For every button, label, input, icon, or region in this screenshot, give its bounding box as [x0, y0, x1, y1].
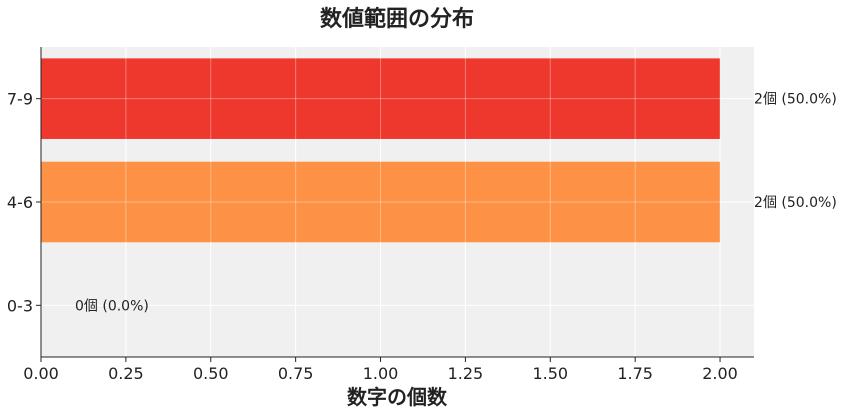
x-tick-label-8: 2.00: [702, 364, 738, 383]
data-label-0-3: 0個 (0.0%): [75, 298, 149, 314]
chart-title: 数値範囲の分布: [320, 6, 474, 32]
data-label-7-9: 2個 (50.0%): [754, 92, 837, 108]
x-axis-label: 数字の個数: [347, 385, 448, 409]
x-tick-label-4: 1.00: [363, 364, 399, 383]
x-tick-label-3: 0.75: [278, 364, 314, 383]
y-tick-label-2: 7-9: [7, 90, 33, 109]
y-tick-label-0: 0-3: [7, 296, 33, 315]
x-tick-label-7: 1.75: [617, 364, 653, 383]
x-axis-ticks: 0.00 0.25 0.50 0.75 1.00 1.25 1.50 1.75 2.00: [23, 357, 738, 383]
y-axis-ticks: 0-3 4-6 7-9: [7, 90, 41, 315]
bar-7-9: [41, 58, 721, 139]
data-labels: 0個 (0.0%) 2個 (50.0%) 2個 (50.0%): [75, 92, 837, 315]
bars: [40, 47, 754, 357]
bar-4-6: [41, 161, 721, 243]
x-tick-label-6: 1.50: [532, 364, 568, 383]
x-tick-label-1: 0.25: [108, 364, 144, 383]
data-label-4-6: 2個 (50.0%): [754, 195, 837, 211]
x-tick-label-0: 0.00: [23, 364, 59, 383]
y-tick-label-1: 4-6: [7, 193, 33, 212]
x-tick-label-2: 0.50: [193, 364, 229, 383]
x-tick-label-5: 1.25: [448, 364, 484, 383]
